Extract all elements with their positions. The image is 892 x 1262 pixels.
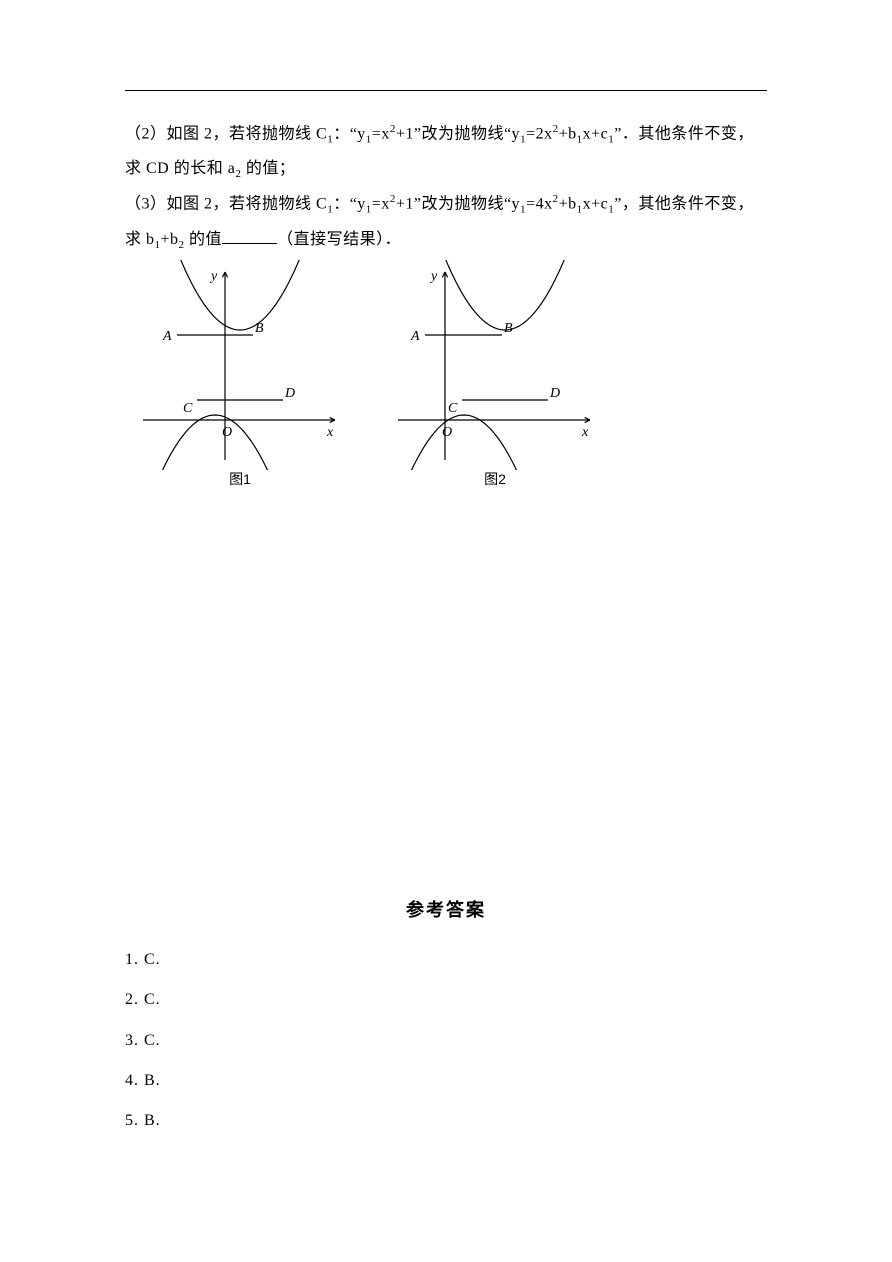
text: （2）如图 2，若将抛物线 C — [125, 125, 327, 142]
text: =x — [372, 196, 390, 213]
text: ：“y — [333, 125, 366, 142]
text: ”，其他条件不变， — [614, 196, 754, 213]
svg-text:D: D — [284, 386, 295, 401]
problem-part-3-line-2: 求 b1+b2 的值（直接写结果）． — [125, 225, 767, 256]
text: （直接写结果）． — [277, 231, 401, 248]
text: +b — [161, 231, 179, 248]
svg-text:y: y — [209, 269, 218, 284]
problem-part-3-line-1: （3）如图 2，若将抛物线 C1：“y1=x2+1”改为抛物线“y1=4x2+b… — [125, 189, 767, 220]
figures-row: A B C D Ox y 图1 A B C D Ox y 图2 — [135, 260, 767, 493]
text: （3）如图 2，若将抛物线 C — [125, 196, 327, 213]
header-rule — [125, 90, 767, 91]
text: +1”改为抛物线“y — [396, 125, 520, 142]
text: x+c — [583, 196, 609, 213]
text: =x — [372, 125, 390, 142]
svg-text:A: A — [162, 329, 172, 344]
answer-blank — [222, 226, 277, 244]
svg-text:D: D — [549, 386, 560, 401]
text: 的值 — [185, 231, 223, 248]
text: ”．其他条件不变， — [614, 125, 754, 142]
svg-text:B: B — [255, 321, 264, 336]
text: 的值； — [241, 160, 295, 177]
svg-text:x: x — [326, 425, 334, 440]
answer-line: 1. C. — [125, 945, 767, 975]
text: +b — [559, 125, 577, 142]
page: （2）如图 2，若将抛物线 C1：“y1=x2+1”改为抛物线“y1=2x2+b… — [0, 0, 892, 1187]
svg-text:O: O — [442, 425, 452, 440]
text: 求 b — [125, 231, 155, 248]
answer-line: 5. B. — [125, 1106, 767, 1136]
figure-2-svg: A B C D Ox y — [390, 260, 600, 470]
answers-title: 参考答案 — [125, 893, 767, 927]
answer-line: 4. B. — [125, 1066, 767, 1096]
svg-text:C: C — [183, 401, 193, 416]
text: +b — [559, 196, 577, 213]
text: ：“y — [333, 196, 366, 213]
problem-part-2-line-1: （2）如图 2，若将抛物线 C1：“y1=x2+1”改为抛物线“y1=2x2+b… — [125, 119, 767, 150]
answer-line: 2. C. — [125, 985, 767, 1015]
svg-text:O: O — [222, 425, 232, 440]
figure-1-wrap: A B C D Ox y 图1 — [135, 260, 345, 493]
svg-text:C: C — [448, 401, 458, 416]
answers-list: 1. C. 2. C. 3. C. 4. B. 5. B. — [125, 945, 767, 1137]
figure-1-caption: 图1 — [229, 466, 251, 493]
svg-text:A: A — [410, 329, 420, 344]
answer-line: 3. C. — [125, 1026, 767, 1056]
text: x+c — [583, 125, 609, 142]
figure-1-svg: A B C D Ox y — [135, 260, 345, 470]
svg-text:y: y — [429, 269, 438, 284]
svg-text:B: B — [504, 321, 513, 336]
problem-part-2-line-2: 求 CD 的长和 a2 的值； — [125, 154, 767, 185]
figure-2-caption: 图2 — [484, 466, 506, 493]
text: 求 CD 的长和 a — [125, 160, 235, 177]
figure-2-wrap: A B C D Ox y 图2 — [390, 260, 600, 493]
svg-text:x: x — [581, 425, 589, 440]
text: =4x — [526, 196, 553, 213]
text: =2x — [526, 125, 553, 142]
text: +1”改为抛物线“y — [396, 196, 520, 213]
